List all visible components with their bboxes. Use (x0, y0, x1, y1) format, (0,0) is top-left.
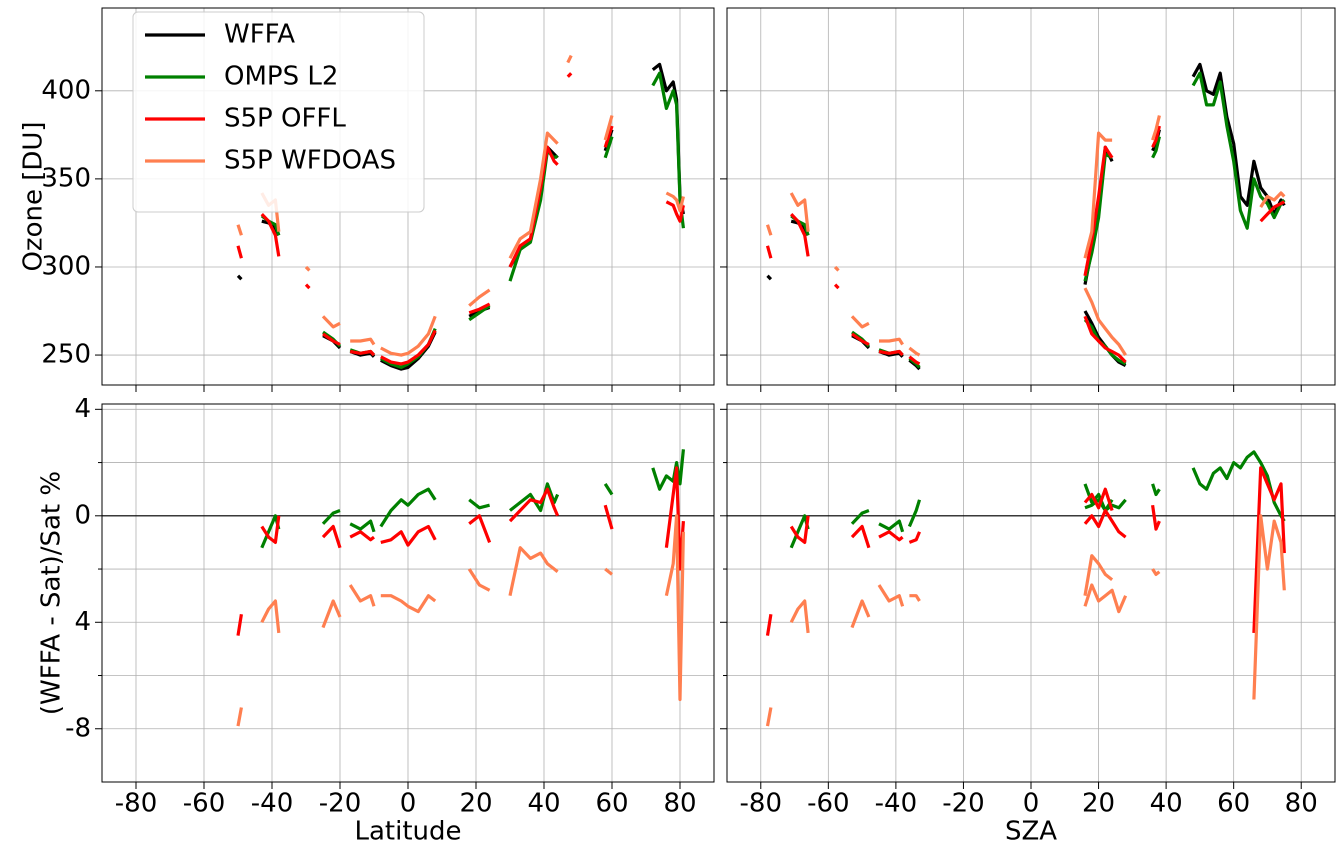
x-tick-label: -60 (183, 789, 225, 819)
x-tick-label: -40 (251, 789, 293, 819)
x-tick-label: -20 (319, 789, 361, 819)
series-line (236, 514, 685, 727)
plot-frame (726, 7, 1336, 386)
y-tick-label: 400 (41, 75, 91, 105)
legend-label: S5P OFFL (224, 104, 346, 134)
legend-label: WFFA (224, 20, 295, 50)
x-tick-label: -60 (807, 789, 849, 819)
x-tick-label: 20 (1082, 789, 1115, 819)
series-line (790, 71, 1286, 369)
x-tick-label: 60 (595, 789, 628, 819)
y-tick-label: 300 (41, 251, 91, 281)
x-tick-label: 20 (459, 789, 492, 819)
x-tick-label: 40 (527, 789, 560, 819)
legend-label: S5P WFDOAS (224, 146, 396, 176)
x-axis-label: Latitude (354, 817, 461, 845)
y-tick-label: -8 (65, 713, 91, 743)
x-tick-label: -80 (115, 789, 157, 819)
x-tick-label: -20 (942, 789, 984, 819)
y-tick-label: 4 (74, 607, 91, 637)
legend-label: OMPS L2 (224, 62, 338, 92)
y-tick-label: 0 (74, 500, 91, 530)
x-tick-label: -80 (740, 789, 782, 819)
x-axis-label: SZA (1005, 817, 1057, 845)
x-tick-label: 40 (1150, 789, 1183, 819)
y-axis-label: (WFFA - Sat)/Sat % (37, 471, 67, 715)
y-tick-label: 350 (41, 163, 91, 193)
y-tick-label: 250 (41, 340, 91, 370)
series-line (765, 125, 1286, 366)
x-tick-label: 80 (663, 789, 696, 819)
x-tick-label: 0 (1023, 789, 1040, 819)
series-line (765, 466, 1286, 636)
legend-box (132, 11, 425, 213)
plot-frame (101, 403, 715, 783)
x-tick-label: 60 (1217, 789, 1250, 819)
series-line (236, 72, 685, 366)
series-line (766, 62, 1286, 371)
y-tick-label: 4 (74, 394, 91, 424)
series-line (765, 115, 1286, 357)
series-line (260, 449, 685, 549)
x-tick-label: 80 (1285, 789, 1318, 819)
y-axis-label: Ozone [DU] (19, 121, 49, 271)
x-tick-label: -40 (875, 789, 917, 819)
series-line (236, 466, 685, 636)
plot-frame (101, 7, 715, 386)
x-tick-label: 0 (400, 789, 417, 819)
plot-frame (726, 403, 1336, 783)
series-line (765, 514, 1286, 727)
